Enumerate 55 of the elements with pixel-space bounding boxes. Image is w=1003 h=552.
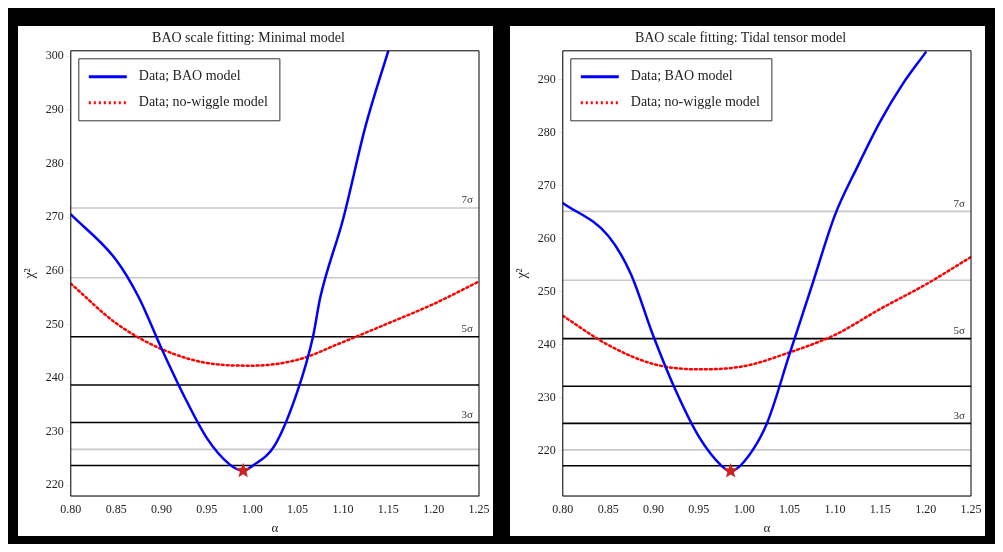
x-tick-label: 0.95 (196, 502, 218, 517)
x-tick-label: 0.85 (597, 502, 619, 517)
x-axis-title: α (271, 519, 279, 535)
x-tick-label: 1.15 (377, 502, 399, 517)
y-tick-label: 220 (45, 477, 64, 492)
ref-line-label: 7σ (461, 193, 474, 206)
y-tick-label: 300 (45, 48, 64, 63)
y-tick-label: 260 (537, 231, 556, 246)
legend-label: Data; no-wiggle model (138, 94, 268, 110)
y-tick-label: 260 (45, 262, 64, 277)
y-axis-title: χ² (514, 268, 530, 280)
ref-line-label: 3σ (461, 407, 474, 420)
y-tick-label: 250 (537, 284, 556, 299)
x-tick-label: 1.10 (824, 502, 846, 517)
ref-line-label: 5σ (953, 323, 966, 336)
ref-line-label: 7σ (953, 196, 966, 209)
x-axis-title: α (763, 519, 771, 535)
x-tick-label: 0.90 (151, 502, 173, 517)
line-series (562, 255, 971, 371)
x-tick-label: 1.20 (915, 502, 937, 517)
y-tick-label: 250 (45, 316, 64, 331)
legend-label: Data; BAO model (630, 68, 733, 84)
y-tick-label: 280 (537, 125, 556, 140)
x-tick-label: 1.05 (779, 502, 801, 517)
y-tick-label: 240 (537, 337, 556, 352)
chart-title: BAO scale fitting: Tidal tensor model (634, 30, 847, 46)
x-tick-label: 1.20 (423, 502, 445, 517)
y-tick-label: 270 (537, 178, 556, 193)
y-tick-label: 220 (537, 443, 556, 458)
line-series (70, 280, 479, 367)
x-tick-label: 0.80 (552, 502, 574, 517)
legend-label: Data; BAO model (138, 68, 241, 84)
x-tick-label: 0.95 (688, 502, 710, 517)
x-tick-label: 1.15 (869, 502, 891, 517)
x-tick-label: 1.00 (241, 502, 263, 517)
y-tick-label: 240 (45, 370, 64, 385)
x-tick-label: 0.90 (643, 502, 665, 517)
x-tick-label: 1.25 (468, 502, 490, 517)
y-tick-label: 230 (45, 423, 64, 438)
x-tick-label: 0.85 (105, 502, 127, 517)
x-tick-label: 1.00 (733, 502, 755, 517)
x-tick-label: 1.25 (960, 502, 982, 517)
chart-title: BAO scale fitting: Minimal model (152, 30, 346, 46)
y-tick-label: 280 (45, 155, 64, 170)
ref-line-label: 5σ (461, 322, 474, 335)
y-tick-label: 230 (537, 390, 556, 405)
x-tick-label: 0.80 (60, 502, 82, 517)
x-tick-label: 1.10 (332, 502, 354, 517)
x-tick-label: 1.05 (287, 502, 309, 517)
y-tick-label: 290 (537, 72, 556, 87)
y-tick-label: 290 (45, 101, 64, 116)
y-axis-title: χ² (22, 268, 38, 280)
ref-line-label: 3σ (953, 408, 966, 421)
legend-label: Data; no-wiggle model (630, 94, 760, 110)
y-tick-label: 270 (45, 209, 64, 224)
